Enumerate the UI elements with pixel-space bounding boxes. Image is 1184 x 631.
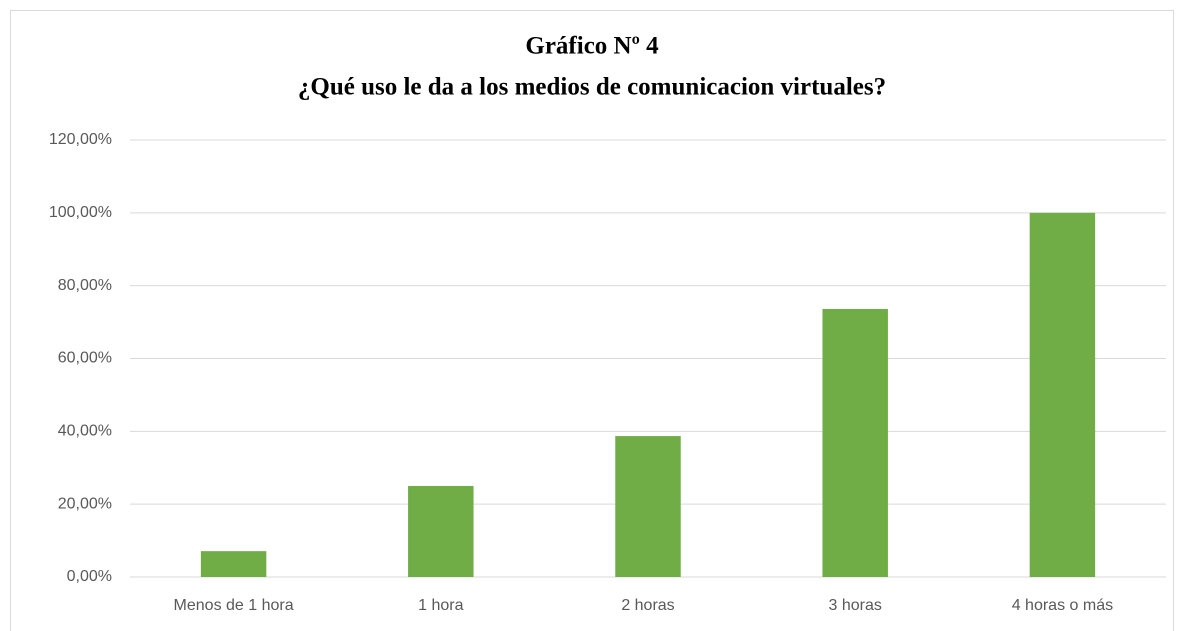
x-tick-label: 2 horas <box>621 597 674 614</box>
x-tick-label: 3 horas <box>829 597 882 614</box>
y-tick-label: 80,00% <box>58 277 112 294</box>
chart-subtitle: ¿Qué uso le da a los medios de comunicac… <box>298 74 886 101</box>
y-tick-label: 40,00% <box>58 423 112 440</box>
y-tick-label: 100,00% <box>49 204 112 221</box>
chart-title: Gráfico Nº 4 <box>525 33 659 60</box>
y-tick-label: 120,00% <box>49 131 112 148</box>
bar <box>1029 212 1096 578</box>
chart-border <box>10 10 1174 631</box>
y-tick-label: 20,00% <box>58 495 112 512</box>
bar <box>822 308 888 577</box>
bar <box>200 551 267 577</box>
y-tick-label: 0,00% <box>67 568 112 585</box>
x-tick-label: Menos de 1 hora <box>174 597 294 614</box>
bar <box>408 485 474 577</box>
x-tick-label: 4 horas o más <box>1012 597 1113 614</box>
bar <box>615 436 681 577</box>
x-tick-label: 1 hora <box>418 597 463 614</box>
y-tick-label: 60,00% <box>58 350 112 367</box>
